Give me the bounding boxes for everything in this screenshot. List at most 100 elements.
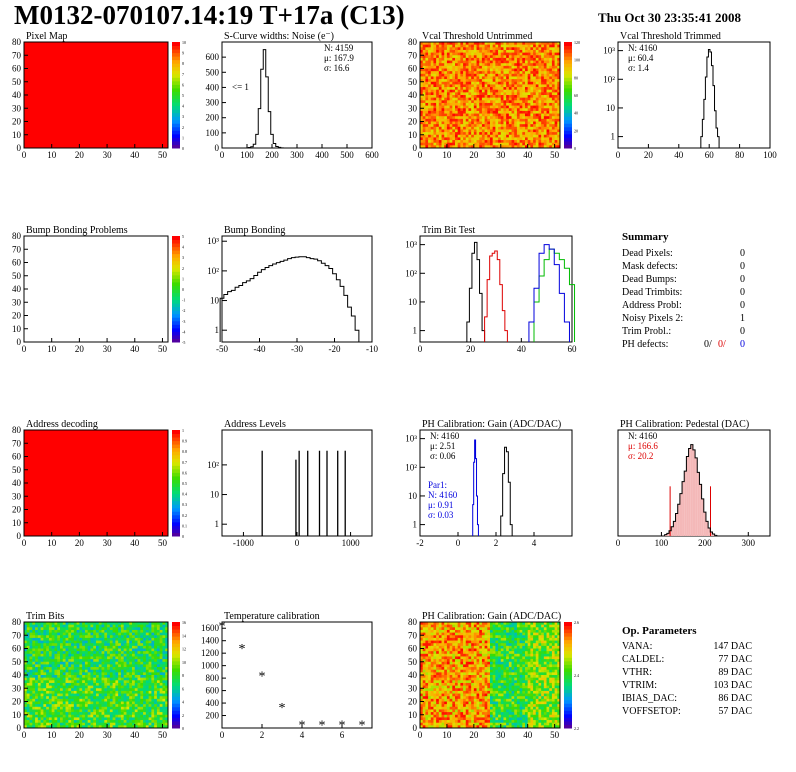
vcal-untrimmed-cell bbox=[457, 71, 461, 75]
vcal-untrimmed-cell bbox=[481, 52, 486, 56]
trim-bits-cell bbox=[145, 693, 150, 697]
vcal-untrimmed-cell bbox=[498, 97, 502, 101]
trim-bits-cell bbox=[101, 643, 105, 647]
trim-bits-cell bbox=[84, 651, 89, 655]
vcal-untrimmed-cell bbox=[522, 47, 526, 51]
trim-bits-cell bbox=[148, 675, 152, 679]
vcal-untrimmed-cell bbox=[541, 134, 545, 138]
address-decoding-colorbar-seg bbox=[172, 507, 180, 512]
trim-bits-cell bbox=[129, 698, 133, 702]
trim-bits-cell bbox=[123, 661, 127, 665]
trim-bits-cell bbox=[109, 624, 114, 628]
pixel-map-ytick-label: 80 bbox=[12, 37, 22, 47]
vcal-untrimmed-cell bbox=[436, 84, 440, 88]
vcal-untrimmed-cell bbox=[473, 100, 477, 104]
vcal-untrimmed-cell bbox=[446, 68, 451, 72]
trim-bits-cell bbox=[82, 714, 86, 718]
trim-bits-cell bbox=[159, 672, 163, 676]
vcal-untrimmed-cell bbox=[438, 57, 442, 61]
trim-bits-cell bbox=[96, 696, 100, 700]
vcal-untrimmed-cell bbox=[541, 71, 545, 75]
trim-bits-cell bbox=[87, 677, 91, 681]
trim-bits-cell bbox=[126, 720, 130, 724]
trim-bits-cell bbox=[115, 622, 119, 626]
trim-bits-cell bbox=[123, 677, 127, 681]
vcal-trimmed-xtick-label: 20 bbox=[644, 150, 654, 160]
trim-bits-cell bbox=[24, 624, 28, 628]
trim-bits-cell bbox=[143, 720, 147, 724]
trim-bits-cell bbox=[54, 651, 58, 655]
trim-bits-cell bbox=[40, 624, 44, 628]
vcal-untrimmed-cell bbox=[479, 76, 483, 80]
trim-bits-cell bbox=[46, 704, 50, 708]
vcal-untrimmed-cell bbox=[436, 42, 440, 46]
trim-bits-colorbar-tick: 14 bbox=[182, 633, 186, 638]
address-decoding-colorbar-tick: 0.6 bbox=[182, 470, 187, 475]
vcal-untrimmed-colorbar-tick: 100 bbox=[574, 58, 580, 63]
trim-bits-cell bbox=[87, 701, 91, 705]
trim-bits-cell bbox=[62, 682, 66, 686]
vcal-untrimmed-cell bbox=[546, 73, 550, 77]
trim-bits-cell bbox=[109, 720, 114, 724]
vcal-untrimmed-cell bbox=[535, 92, 539, 96]
vcal-untrimmed-cell bbox=[433, 102, 437, 106]
vcal-untrimmed-cell bbox=[422, 60, 426, 64]
vcal-untrimmed-cell bbox=[554, 47, 558, 51]
vcal-untrimmed-cell bbox=[508, 81, 512, 85]
vcal-untrimmed-cell bbox=[541, 79, 545, 83]
ph-gain-map-cell bbox=[433, 635, 437, 639]
vcal-untrimmed-cell bbox=[511, 142, 515, 146]
vcal-untrimmed-cell bbox=[490, 84, 494, 88]
vcal-untrimmed-cell bbox=[481, 79, 486, 83]
vcal-untrimmed-cell bbox=[516, 126, 521, 130]
trim-bits-cell bbox=[82, 635, 86, 639]
vcal-untrimmed-cell bbox=[430, 76, 434, 80]
trim-bits-cell bbox=[132, 645, 136, 649]
vcal-untrimmed-cell bbox=[481, 145, 486, 149]
trim-bits-cell bbox=[68, 622, 72, 626]
vcal-untrimmed-cell bbox=[557, 63, 561, 67]
vcal-untrimmed-cell bbox=[500, 95, 504, 99]
vcal-untrimmed-cell bbox=[441, 97, 445, 101]
trim-bits-cell bbox=[162, 622, 166, 626]
trim-bits-cell bbox=[51, 629, 55, 633]
vcal-untrimmed-cell bbox=[446, 65, 451, 69]
vcal-untrimmed-cell bbox=[498, 105, 502, 109]
vcal-untrimmed-cell bbox=[460, 49, 464, 53]
vcal-untrimmed-cell bbox=[527, 137, 531, 141]
trim-bits-cell bbox=[68, 637, 72, 641]
vcal-untrimmed-cell bbox=[543, 89, 547, 93]
trim-bits-cell bbox=[132, 651, 136, 655]
ph-gain-map-cell bbox=[430, 627, 434, 631]
trim-bits-cell bbox=[71, 643, 75, 647]
trim-bits-cell bbox=[115, 664, 119, 668]
trim-bits-colorbar-tick: 4 bbox=[182, 700, 184, 705]
vcal-untrimmed-cell bbox=[557, 110, 561, 114]
vcal-untrimmed-cell bbox=[455, 84, 459, 88]
vcal-untrimmed-cell bbox=[546, 79, 550, 83]
vcal-untrimmed-cell bbox=[503, 63, 507, 67]
vcal-untrimmed-cell bbox=[546, 124, 550, 128]
ph-gain-map-cell bbox=[422, 701, 426, 705]
trim-bits-cell bbox=[126, 669, 130, 673]
trim-bits-cell bbox=[120, 675, 125, 679]
trim-bits-cell bbox=[162, 656, 166, 660]
vcal-untrimmed-cell bbox=[452, 68, 456, 72]
vcal-untrimmed-cell bbox=[425, 145, 429, 149]
ph-gain-map-cell bbox=[420, 629, 424, 633]
vcal-untrimmed-cell bbox=[455, 49, 459, 53]
trim-bits-cell bbox=[40, 675, 44, 679]
ph-pedestal-bar bbox=[671, 526, 674, 536]
vcal-untrimmed-colorbar-seg bbox=[564, 119, 572, 124]
trim-bits-cell bbox=[54, 659, 58, 663]
vcal-untrimmed-cell bbox=[498, 102, 502, 106]
trim-bit-test-ytick-label: 10 bbox=[408, 297, 418, 307]
trim-bits-cell bbox=[132, 648, 136, 652]
vcal-untrimmed-cell bbox=[430, 124, 434, 128]
trim-bits-cell bbox=[68, 632, 72, 636]
vcal-untrimmed-cell bbox=[433, 121, 437, 125]
vcal-untrimmed-cell bbox=[473, 145, 477, 149]
vcal-untrimmed-cell bbox=[438, 121, 442, 125]
trim-bits-cell bbox=[112, 653, 116, 657]
trim-bits-cell bbox=[84, 669, 89, 673]
